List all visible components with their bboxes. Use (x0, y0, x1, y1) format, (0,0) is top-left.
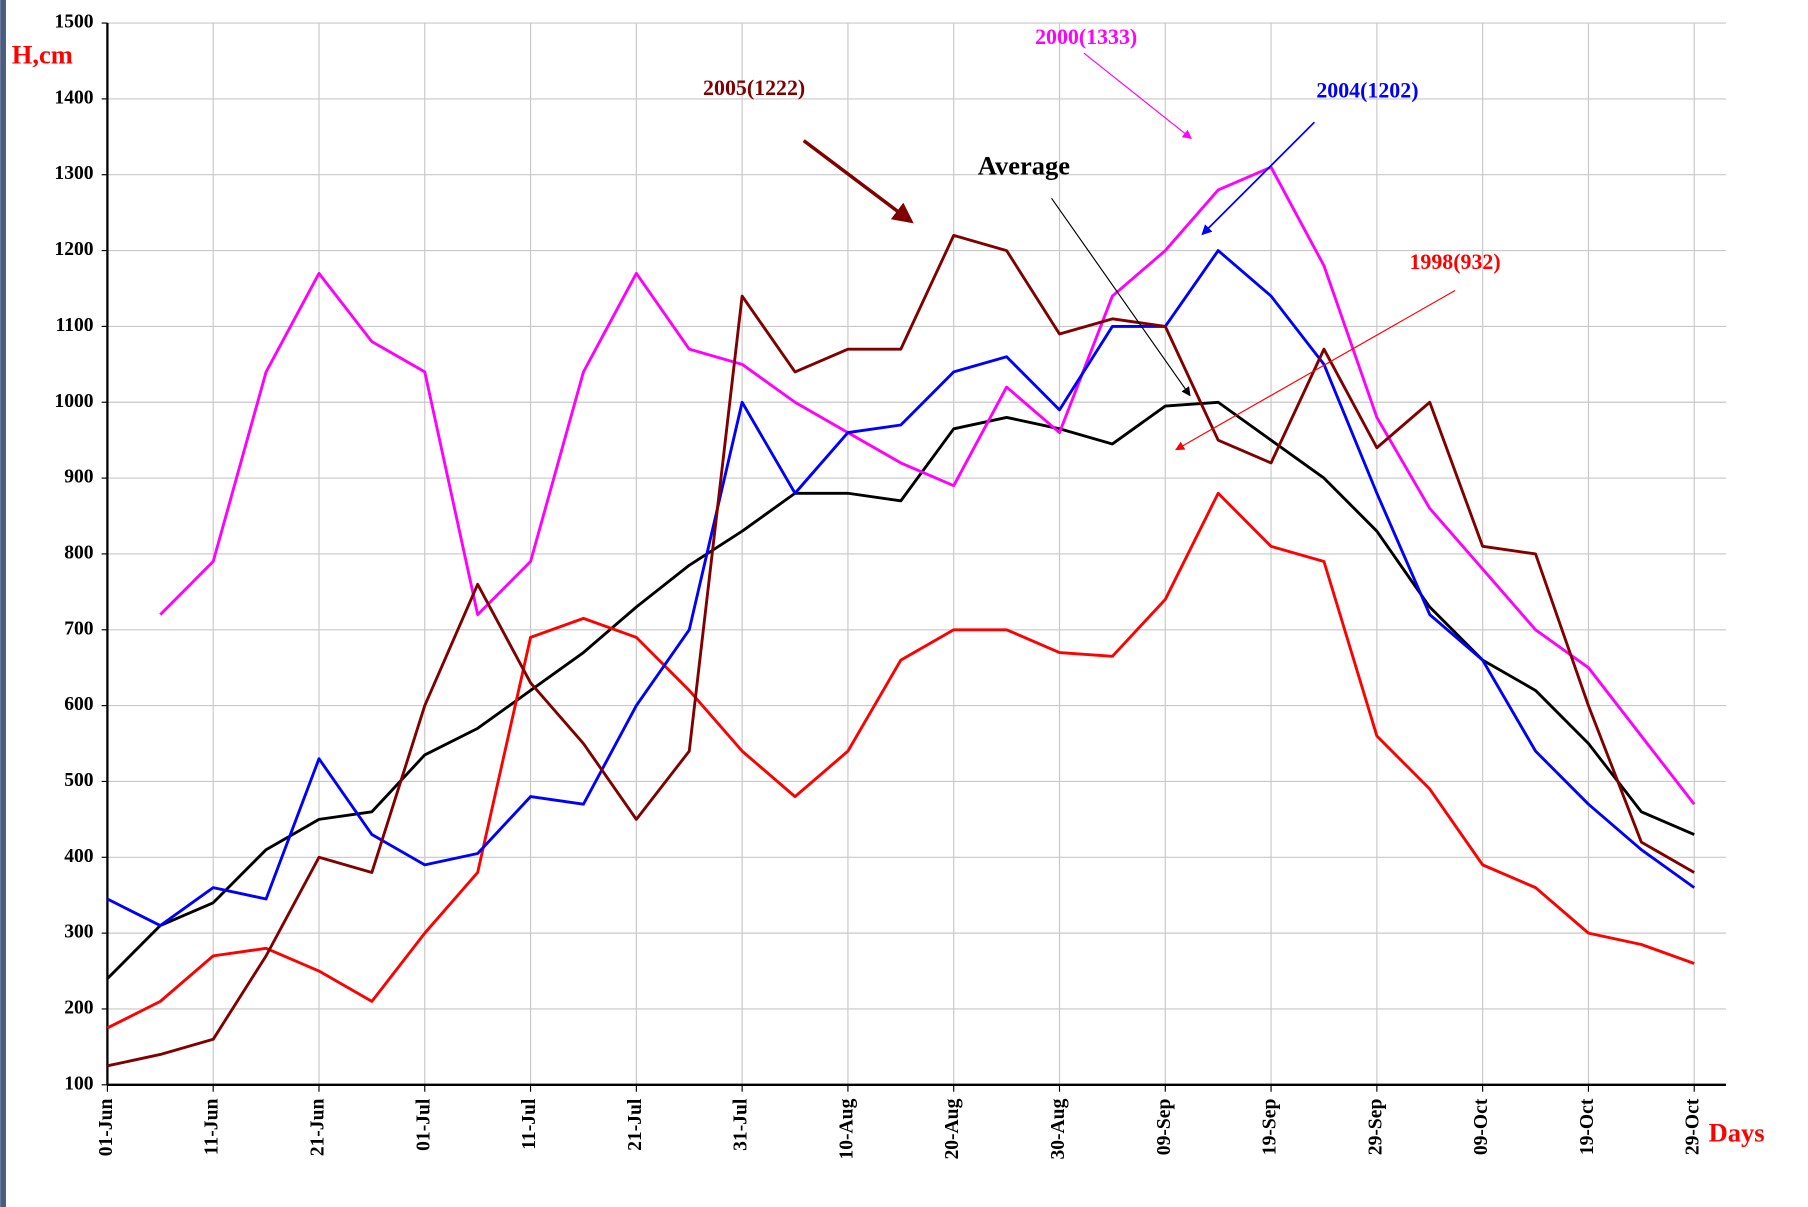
x-tick-label: 29-Oct (1683, 1098, 1704, 1155)
slide-edge (0, 0, 6, 1207)
x-tick-label: 01-Jul (413, 1098, 434, 1151)
series-line (159, 165, 1696, 806)
y-tick-label: 900 (64, 467, 94, 488)
y-tick-label: 300 (64, 922, 94, 943)
y-tick-label: 700 (64, 618, 94, 639)
y-tick-label: 100 (64, 1073, 94, 1094)
y-tick-label: 1000 (54, 391, 93, 412)
annotation-arrows (802, 52, 1456, 451)
x-tick-label: 21-Jul (625, 1098, 646, 1151)
y-tick-label: 500 (64, 770, 94, 791)
x-tick-label: 29-Sep (1365, 1099, 1386, 1156)
y-tick-label: 1200 (54, 239, 93, 260)
x-tick-label: 21-Jun (307, 1099, 328, 1157)
x-tick-label: 30-Aug (1048, 1098, 1069, 1159)
plot-area: 100 200 300 400 500 600 700 800 900 1000 1100 1200 1… (54, 12, 1726, 1160)
series-label: 2004(1202) (1316, 77, 1418, 102)
x-tick-label: 11-Jul (519, 1098, 540, 1150)
x-tick-label: 09-Sep (1154, 1099, 1175, 1156)
x-tick-label: 09-Oct (1471, 1098, 1492, 1155)
y-tick-label: 200 (64, 997, 94, 1018)
x-tick-label: 01-Jun (96, 1099, 117, 1157)
series-line (106, 249, 1696, 927)
series-line (107, 233, 1695, 1068)
series-label: 2005(1222) (703, 75, 805, 100)
x-tick-label: 31-Jul (731, 1098, 752, 1151)
y-tick-label: 1500 (54, 12, 93, 33)
x-tick-label: 20-Aug (942, 1098, 963, 1159)
series-label: 2000(1333) (1035, 24, 1137, 49)
y-tick-label: 400 (64, 846, 94, 867)
x-tick-label: 11-Jun (202, 1099, 223, 1156)
y-tick-label: 1100 (55, 315, 93, 336)
y-tick-label: 600 (64, 694, 94, 715)
x-tick-label: 19-Sep (1260, 1099, 1281, 1156)
series-line (106, 491, 1695, 1030)
y-tick-label: 800 (64, 542, 94, 563)
y-tick-label: 1300 (54, 163, 93, 184)
series-line (106, 400, 1695, 980)
y-axis-label: H,cm (12, 40, 73, 70)
series-label: 1998(932) (1409, 249, 1500, 274)
y-tick-label: 1400 (54, 87, 93, 108)
x-tick-label: 10-Aug (836, 1098, 857, 1159)
x-tick-label: 19-Oct (1577, 1098, 1598, 1155)
series-label: Average (978, 150, 1070, 180)
x-axis-label: Days (1709, 1118, 1765, 1148)
